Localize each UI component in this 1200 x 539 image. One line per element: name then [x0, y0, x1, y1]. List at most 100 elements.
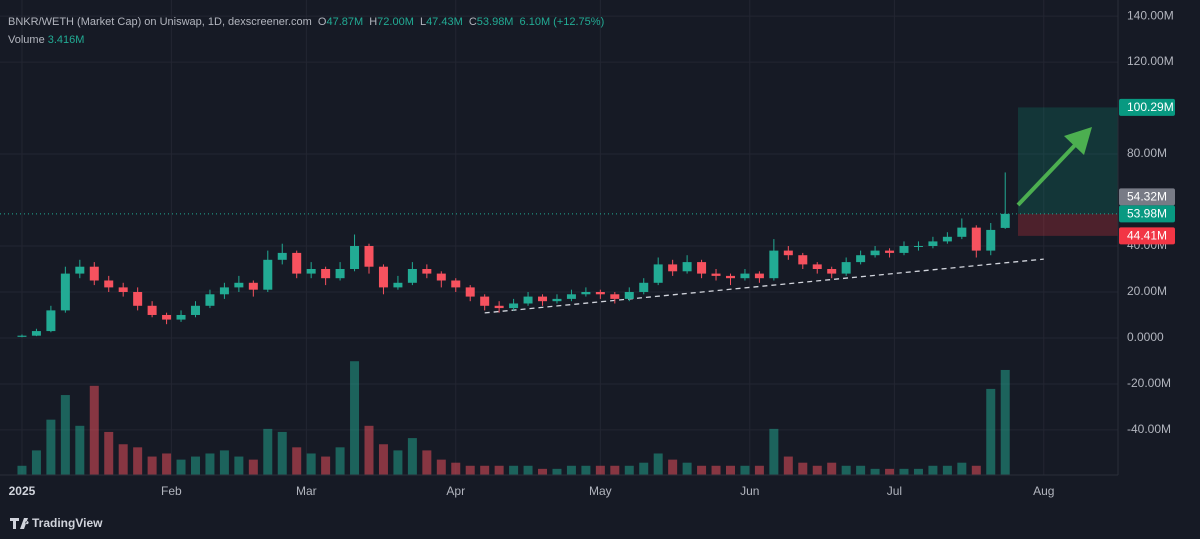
volume-bar — [205, 453, 215, 475]
candle-body — [711, 273, 721, 276]
volume-bar — [176, 459, 186, 475]
y-tick-label: 120.00M — [1127, 54, 1174, 68]
candle-body — [422, 268, 432, 274]
candle-body — [60, 273, 70, 311]
x-tick-label: Mar — [296, 484, 317, 498]
volume-bar — [639, 462, 649, 475]
volume-bar — [942, 465, 952, 475]
change: 6.10M (+12.75%) — [519, 16, 605, 28]
candle-body — [928, 241, 938, 247]
candle-body — [827, 268, 837, 274]
volume-bar — [118, 444, 128, 475]
candle-body — [957, 227, 967, 237]
volume-bar — [263, 428, 273, 475]
volume-bar — [538, 468, 548, 475]
volume-bar — [407, 438, 417, 475]
volume-bar — [133, 447, 143, 475]
volume-bar — [321, 456, 331, 475]
volume-bar — [75, 425, 85, 475]
x-tick-label: Feb — [161, 484, 182, 498]
volume-bar — [682, 462, 692, 475]
volume-bar — [928, 465, 938, 475]
volume-bar — [885, 468, 895, 475]
candle-body — [133, 291, 143, 306]
volume-bar — [162, 453, 172, 475]
volume-bar — [957, 462, 967, 475]
candle-body — [407, 268, 417, 283]
volume-bar — [219, 450, 229, 475]
plot — [0, 0, 1118, 475]
arrow-head — [1064, 127, 1092, 155]
candle-body — [653, 264, 663, 283]
volume-bar — [306, 453, 316, 475]
price-label-box — [1119, 188, 1175, 206]
candle-body — [841, 262, 851, 274]
arrow-shaft — [1016, 140, 1080, 207]
brand-name: TradingView — [32, 516, 103, 530]
volume-bar — [393, 450, 403, 475]
candle-body — [509, 303, 519, 309]
volume-bar — [509, 465, 519, 475]
volume-bar — [552, 468, 562, 475]
candle-body — [697, 262, 707, 274]
candle-body — [783, 250, 793, 256]
volume-bar — [856, 465, 866, 475]
brand-logo — [10, 518, 29, 529]
candle-body — [118, 287, 128, 292]
close: 53.98M — [476, 16, 514, 28]
price-label: 53.98M — [1127, 207, 1167, 221]
volume-bar — [378, 444, 388, 475]
candle-body — [523, 296, 533, 304]
price-label-box — [1119, 227, 1175, 245]
volume-bar — [913, 468, 923, 475]
volume-bar — [465, 465, 475, 475]
candle-body — [104, 280, 114, 288]
candle-body — [769, 250, 779, 279]
volume-bar — [610, 465, 620, 475]
candle-body — [566, 294, 576, 299]
volume-bar — [740, 465, 750, 475]
candle-body — [31, 331, 41, 336]
candle-body — [306, 268, 316, 274]
candle-body — [913, 246, 923, 248]
candle-body — [335, 268, 345, 279]
y-tick-label: 140.00M — [1127, 8, 1174, 22]
volume-bar — [783, 456, 793, 475]
volume-bar — [190, 456, 200, 475]
volume-bar — [277, 431, 287, 475]
candle-body — [639, 282, 649, 292]
candle-body — [75, 266, 85, 274]
volume-bar — [581, 465, 591, 475]
candle-body — [162, 314, 172, 320]
candle-body — [465, 287, 475, 297]
volume-bar — [595, 465, 605, 475]
volume-bar — [46, 419, 56, 475]
candle-body — [364, 246, 374, 267]
candle-body — [971, 227, 981, 251]
candle-body — [725, 275, 735, 279]
volume-key: Volume — [8, 34, 45, 46]
candle-body — [378, 266, 388, 288]
volume-bar — [798, 462, 808, 475]
volume-bar — [248, 459, 258, 475]
candle-body — [480, 296, 490, 306]
volume-bar — [89, 385, 99, 475]
price-label: 44.41M — [1127, 229, 1167, 243]
low-key: L — [419, 16, 427, 28]
volume-bar — [653, 453, 663, 475]
x-tick-label: May — [589, 484, 612, 498]
volume-bar — [841, 465, 851, 475]
candle-body — [740, 273, 750, 279]
candle-body — [986, 229, 996, 251]
candle-body — [668, 264, 678, 272]
volume: 3.416M — [47, 34, 85, 46]
volume-bar — [971, 465, 981, 475]
volume-bar — [480, 465, 490, 475]
candle-body — [552, 298, 562, 302]
volume-legend: Volume 3.416M — [8, 34, 87, 46]
volume-bar — [31, 450, 41, 475]
candle-body — [393, 282, 403, 288]
candle-body — [624, 291, 634, 299]
volume-bar — [899, 468, 909, 475]
